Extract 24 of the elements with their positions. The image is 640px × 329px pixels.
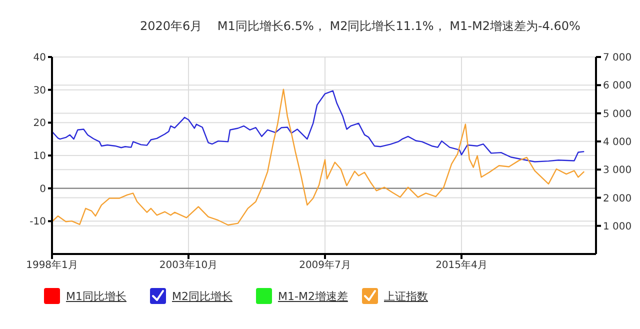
y-tick-label: 40 <box>33 52 46 64</box>
legend-label: M2同比增长 <box>172 288 232 304</box>
legend-label: M1-M2增速差 <box>278 288 348 304</box>
y2-tick-label: 5 000 <box>603 108 632 120</box>
y-tick-label: 20 <box>33 118 46 130</box>
x-tick-label: 2009年7月 <box>299 259 351 272</box>
x-tick-label: 2003年10月 <box>159 259 218 272</box>
chart-title: 2020年6月 M1同比增长6.5%， M2同比增长11.1%， M1-M2增速差为-4.60% <box>140 18 582 35</box>
legend-label: M1同比增长 <box>66 288 126 304</box>
y-tick-label: 30 <box>33 85 46 96</box>
line-series <box>52 90 585 162</box>
y-tick-label: 0 <box>40 184 46 195</box>
y-tick-label: -10 <box>30 216 46 228</box>
y-tick-label: 10 <box>33 151 46 162</box>
legend-label: 上证指数 <box>384 288 428 304</box>
y2-tick-label: 4 000 <box>603 136 632 148</box>
y2-tick-label: 1 000 <box>603 221 632 232</box>
y2-tick-label: 3 000 <box>603 165 632 176</box>
y2-tick-label: 2 000 <box>603 193 632 204</box>
line-series <box>52 88 585 226</box>
y2-tick-label: 7 000 <box>603 52 632 64</box>
y2-tick-label: 6 000 <box>603 80 632 92</box>
x-tick-label: 2015年4月 <box>436 259 488 272</box>
x-tick-label: 1998年1月 <box>26 259 78 272</box>
